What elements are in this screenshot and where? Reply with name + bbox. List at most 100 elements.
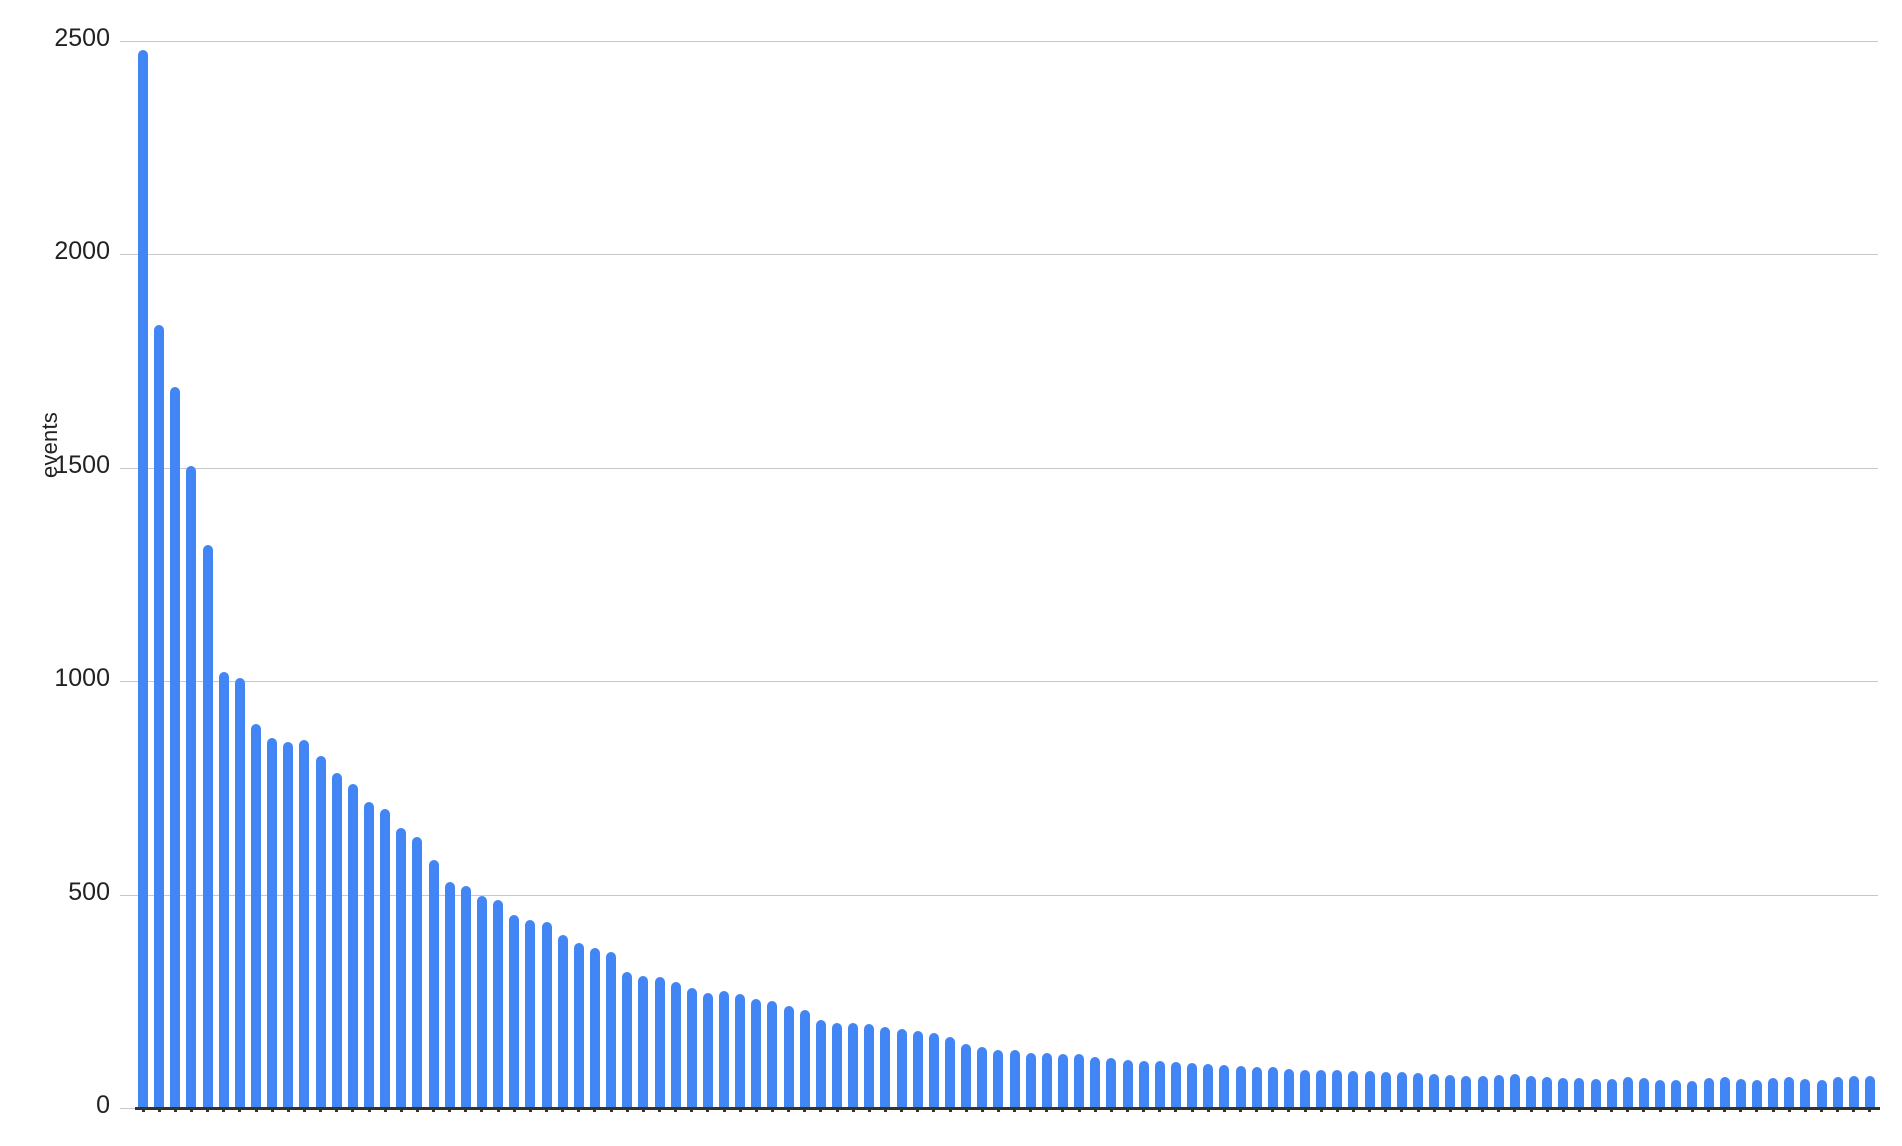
bar[interactable] xyxy=(331,772,342,1108)
bar[interactable] xyxy=(1703,1078,1714,1108)
bar[interactable] xyxy=(1364,1071,1375,1108)
bar[interactable] xyxy=(1671,1079,1682,1108)
bar[interactable] xyxy=(509,915,520,1108)
bar[interactable] xyxy=(1009,1049,1020,1108)
bar[interactable] xyxy=(912,1031,923,1108)
bar[interactable] xyxy=(589,947,600,1108)
bar[interactable] xyxy=(1170,1061,1181,1108)
bar[interactable] xyxy=(832,1022,843,1108)
bar[interactable] xyxy=(1380,1072,1391,1108)
bar[interactable] xyxy=(1590,1078,1601,1108)
bar[interactable] xyxy=(1025,1052,1036,1108)
bar[interactable] xyxy=(1622,1077,1633,1108)
bar[interactable] xyxy=(525,920,536,1108)
bar[interactable] xyxy=(799,1009,810,1108)
bar[interactable] xyxy=(1332,1070,1343,1108)
bar[interactable] xyxy=(928,1032,939,1108)
bar[interactable] xyxy=(1090,1056,1101,1108)
bar[interactable] xyxy=(751,998,762,1108)
bar[interactable] xyxy=(1396,1072,1407,1108)
bar[interactable] xyxy=(1735,1078,1746,1108)
bar[interactable] xyxy=(186,465,197,1108)
bar[interactable] xyxy=(283,741,294,1108)
bar[interactable] xyxy=(1187,1062,1198,1108)
bar[interactable] xyxy=(1300,1069,1311,1108)
bar[interactable] xyxy=(364,802,374,1108)
bar[interactable] xyxy=(1461,1075,1472,1108)
bar[interactable] xyxy=(1784,1077,1795,1108)
bar[interactable] xyxy=(1235,1066,1246,1108)
bar[interactable] xyxy=(267,738,278,1108)
bar[interactable] xyxy=(460,886,471,1108)
bar[interactable] xyxy=(961,1043,972,1108)
bar[interactable] xyxy=(493,899,504,1108)
bar[interactable] xyxy=(170,386,181,1108)
bar[interactable] xyxy=(1413,1073,1424,1108)
bar[interactable] xyxy=(1526,1075,1536,1108)
bar[interactable] xyxy=(945,1037,955,1108)
bar[interactable] xyxy=(1283,1068,1294,1108)
bar[interactable] xyxy=(1429,1073,1440,1108)
bar[interactable] xyxy=(1864,1075,1875,1108)
bar[interactable] xyxy=(783,1005,794,1108)
bar[interactable] xyxy=(1558,1078,1569,1108)
bar[interactable] xyxy=(1719,1077,1730,1108)
bar[interactable] xyxy=(1574,1078,1585,1108)
bar[interactable] xyxy=(864,1024,875,1108)
bar[interactable] xyxy=(315,755,326,1108)
bar[interactable] xyxy=(1606,1078,1617,1108)
bar[interactable] xyxy=(1768,1078,1779,1108)
bar[interactable] xyxy=(444,881,455,1108)
bar[interactable] xyxy=(1219,1065,1230,1108)
bar[interactable] xyxy=(1316,1070,1327,1108)
bar[interactable] xyxy=(1122,1060,1133,1108)
bar[interactable] xyxy=(1800,1078,1811,1108)
bar[interactable] xyxy=(1832,1077,1843,1108)
bar[interactable] xyxy=(1138,1061,1149,1108)
bar[interactable] xyxy=(234,677,245,1108)
bar[interactable] xyxy=(606,951,617,1108)
bar[interactable] xyxy=(1041,1053,1052,1108)
bar[interactable] xyxy=(638,975,649,1108)
bar[interactable] xyxy=(622,972,633,1108)
bar[interactable] xyxy=(1816,1079,1827,1108)
bar[interactable] xyxy=(1057,1054,1068,1108)
bar[interactable] xyxy=(154,324,165,1108)
bar[interactable] xyxy=(428,860,439,1108)
bar[interactable] xyxy=(1655,1079,1666,1108)
bar[interactable] xyxy=(1445,1074,1456,1108)
bar[interactable] xyxy=(848,1022,859,1108)
bar[interactable] xyxy=(1509,1073,1520,1108)
bar[interactable] xyxy=(815,1020,826,1108)
bar[interactable] xyxy=(347,783,358,1108)
bar[interactable] xyxy=(1751,1079,1762,1108)
bar[interactable] xyxy=(541,921,552,1108)
bar[interactable] xyxy=(1687,1080,1698,1108)
bar[interactable] xyxy=(218,671,229,1108)
bar[interactable] xyxy=(1542,1077,1553,1108)
bar[interactable] xyxy=(251,723,262,1108)
bar[interactable] xyxy=(138,49,149,1108)
bar[interactable] xyxy=(1493,1074,1504,1108)
bar[interactable] xyxy=(702,992,713,1108)
bar[interactable] xyxy=(1106,1057,1117,1108)
bar[interactable] xyxy=(686,987,697,1108)
bar[interactable] xyxy=(1267,1067,1278,1108)
bar[interactable] xyxy=(396,828,407,1108)
bar[interactable] xyxy=(880,1026,891,1108)
bar[interactable] xyxy=(299,740,310,1108)
bar[interactable] xyxy=(1848,1076,1859,1108)
bar[interactable] xyxy=(573,943,584,1108)
bar[interactable] xyxy=(1203,1063,1214,1108)
bar[interactable] xyxy=(1154,1061,1165,1108)
bar[interactable] xyxy=(1638,1078,1649,1108)
bar[interactable] xyxy=(1251,1067,1262,1108)
bar[interactable] xyxy=(735,994,746,1108)
bar[interactable] xyxy=(476,896,487,1108)
bar[interactable] xyxy=(719,991,730,1108)
bar[interactable] xyxy=(993,1049,1004,1108)
bar[interactable] xyxy=(1074,1054,1085,1108)
bar[interactable] xyxy=(1348,1071,1359,1108)
bar[interactable] xyxy=(767,1001,778,1108)
bar[interactable] xyxy=(896,1028,907,1108)
